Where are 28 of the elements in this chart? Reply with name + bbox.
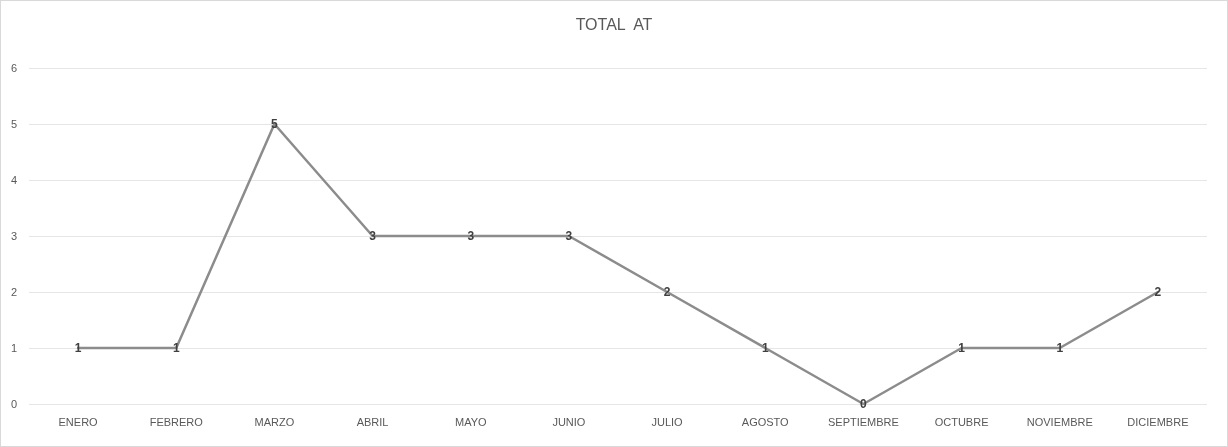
y-tick-label: 1 [10, 342, 17, 354]
x-tick-label: MAYO [454, 415, 487, 428]
x-tick-label: JUNIO [552, 415, 586, 428]
x-tick-label: ENERO [58, 415, 99, 428]
y-tick-label: 4 [10, 174, 17, 186]
data-label: 3 [369, 229, 377, 243]
data-label: 5 [271, 117, 279, 131]
x-tick-label: JULIO [651, 415, 684, 428]
y-tick-label: 2 [10, 286, 17, 298]
y-tick-label: 3 [10, 230, 17, 242]
data-label: 1 [1056, 341, 1064, 355]
data-label: 3 [467, 229, 475, 243]
chart-title: TOTAL AT [575, 15, 653, 33]
x-tick-label: AGOSTO [741, 415, 790, 428]
data-label: 0 [860, 397, 868, 411]
data-label: 1 [761, 341, 769, 355]
y-tick-label: 0 [10, 398, 17, 410]
y-tick-label: 6 [10, 62, 17, 74]
data-label: 3 [565, 229, 573, 243]
x-tick-label: MARZO [254, 415, 295, 428]
y-tick-label: 5 [10, 118, 17, 130]
x-tick-label: DICIEMBRE [1127, 415, 1189, 428]
x-tick-label: OCTUBRE [934, 415, 989, 428]
x-tick-label: FEBRERO [149, 415, 204, 428]
x-tick-label: NOVIEMBRE [1026, 415, 1093, 428]
x-tick-label: SEPTIEMBRE [827, 415, 899, 428]
x-tick-label: ABRIL [356, 415, 389, 428]
data-label: 1 [958, 341, 966, 355]
